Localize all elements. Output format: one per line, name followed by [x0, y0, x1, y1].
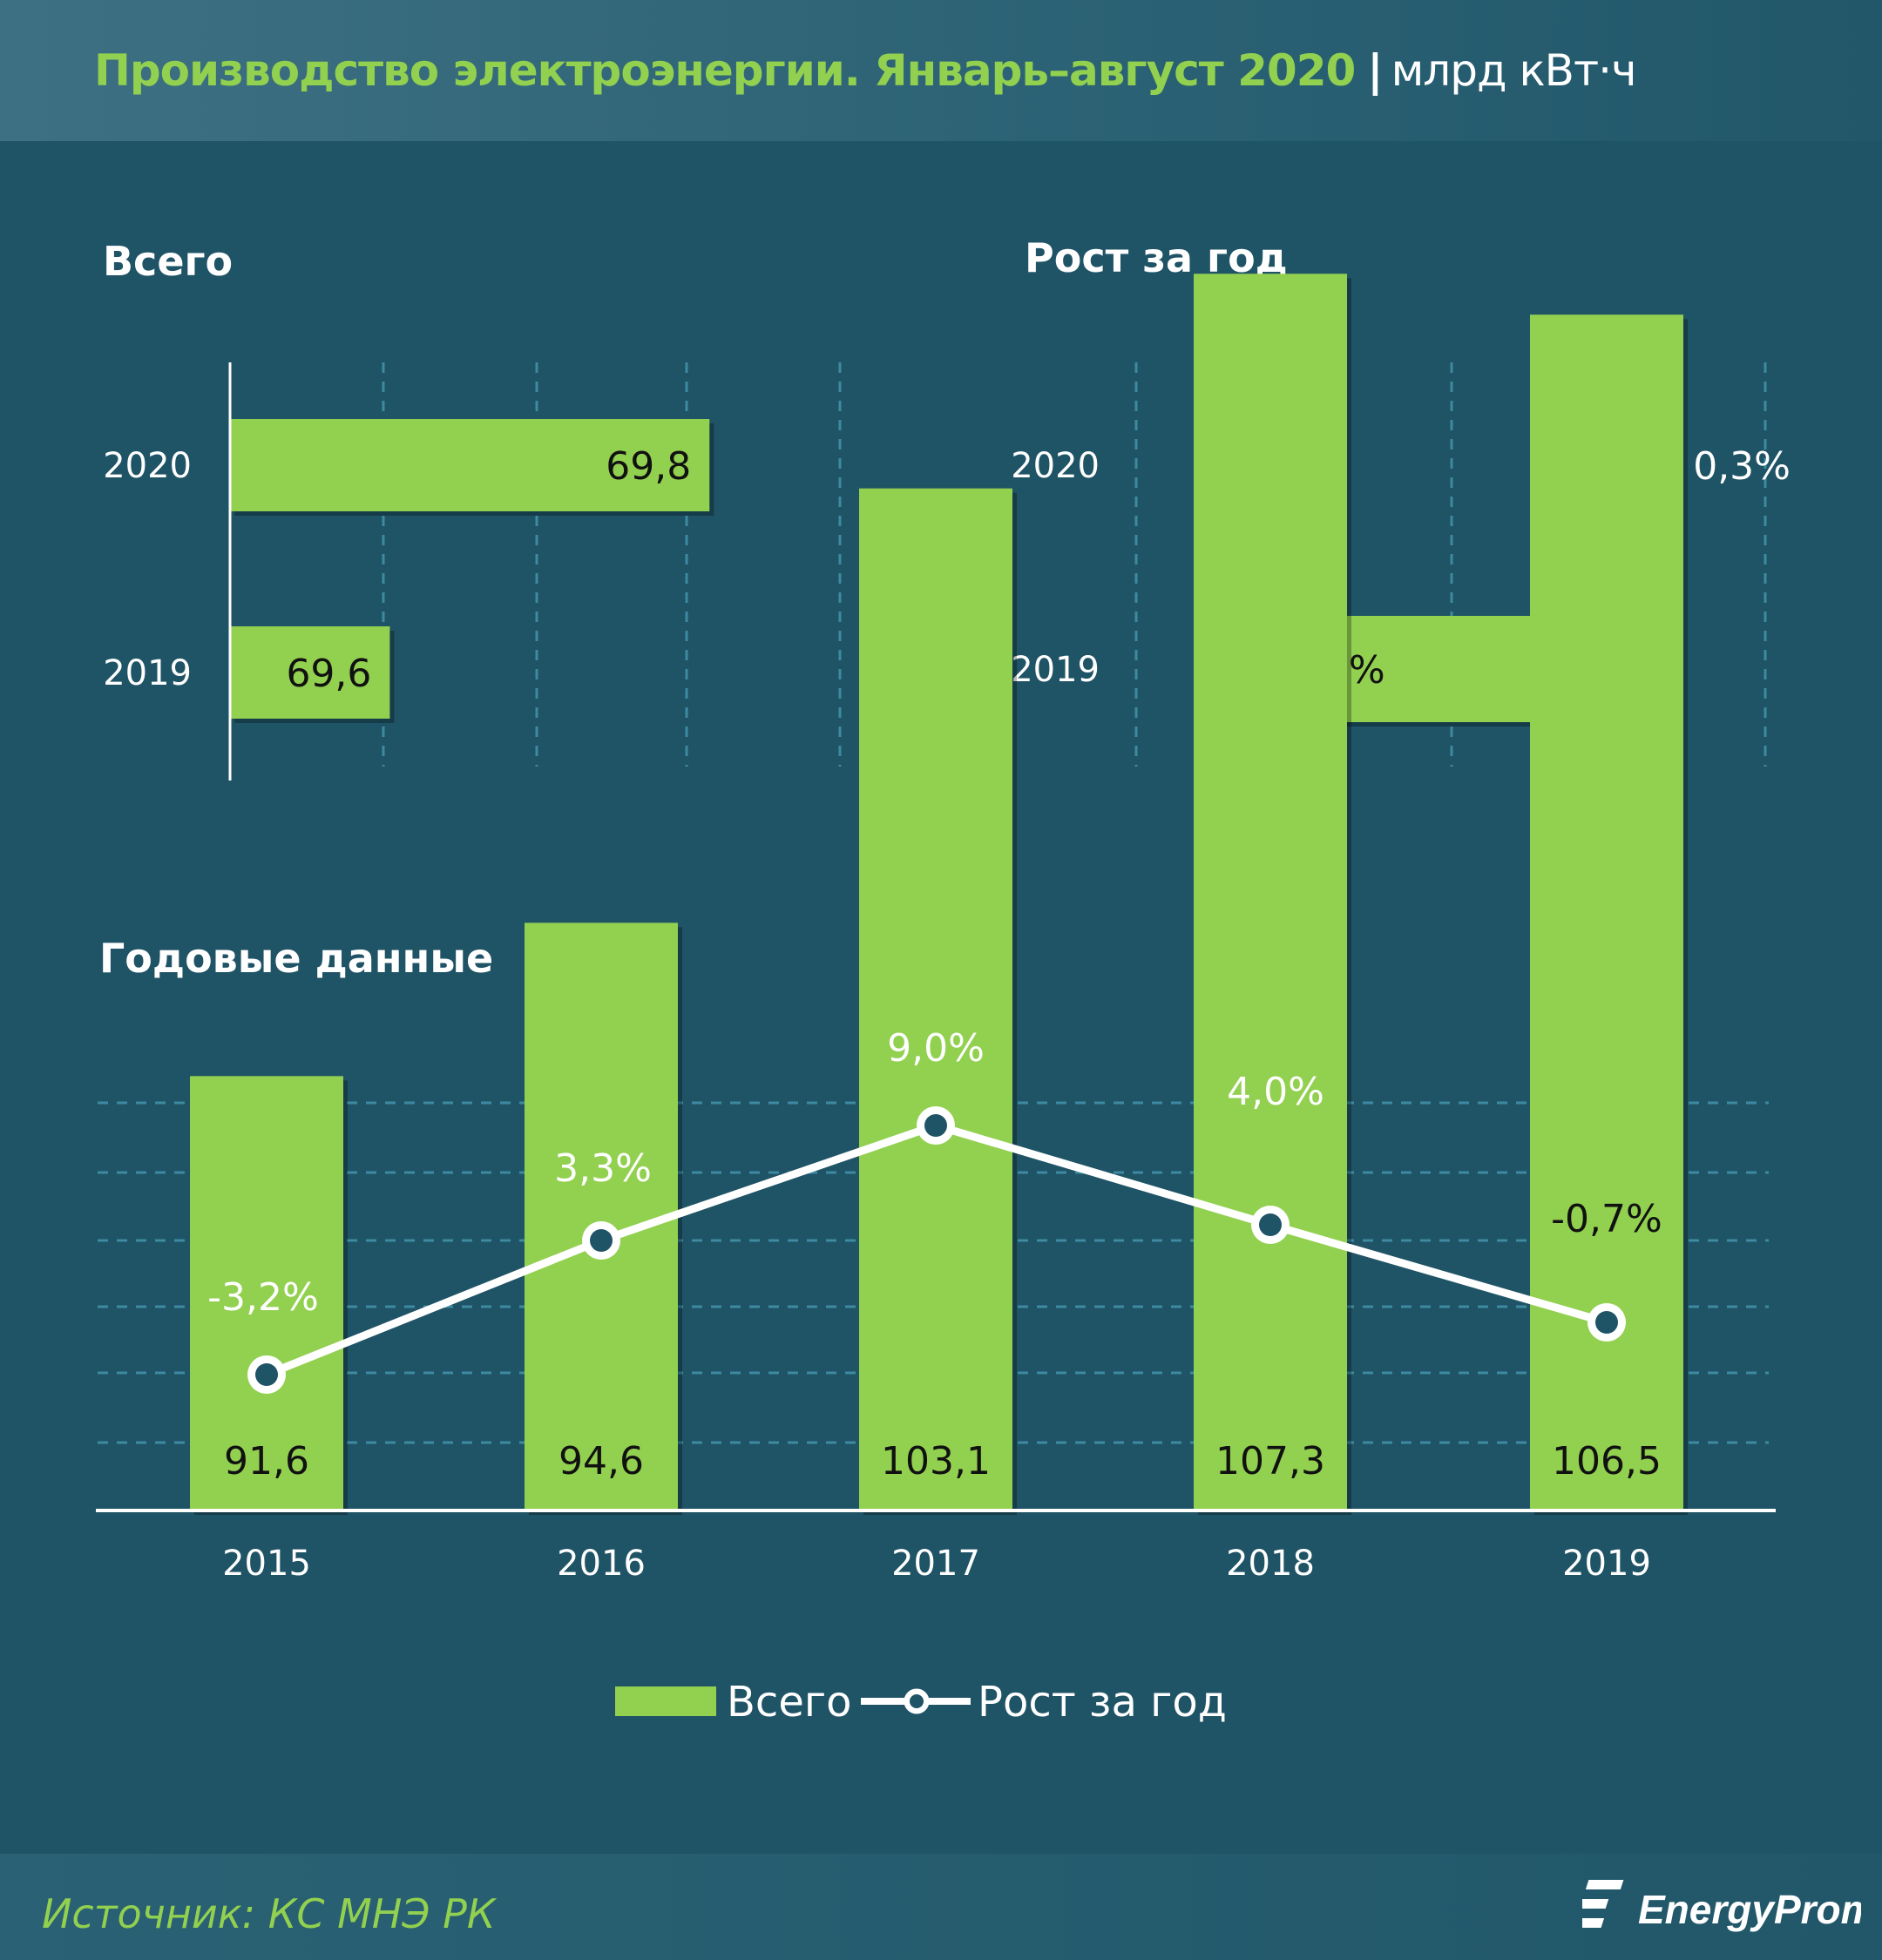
total-value-label: 69,6 [286, 652, 371, 696]
annual-growth-marker-inner [1595, 1311, 1618, 1334]
legend-swatch-total [615, 1686, 716, 1716]
header-band [0, 0, 1882, 141]
annual-category-label: 2018 [1226, 1544, 1315, 1584]
legend-label-growth: Рост за год [978, 1678, 1227, 1727]
annual-bar-2018 [1194, 274, 1347, 1511]
annual-growth-marker-inner [1259, 1213, 1282, 1236]
annual-bar-value-label: 106,5 [1552, 1439, 1662, 1484]
annual-chart: 91,6 2015 94,6 2016 103,1 2017 107,3 2018 106,5 2… [96, 274, 1776, 1584]
annual-bar-value-label: 107,3 [1215, 1439, 1325, 1484]
energyprom-logo: EnergyProm [1582, 1880, 1861, 1932]
logo-mark-icon [1582, 1880, 1624, 1928]
annual-chart-title: Годовые данные [99, 935, 493, 982]
title-separator: | [1367, 45, 1383, 96]
source-note: Источник: КС МНЭ РК [42, 1890, 496, 1937]
annual-growth-label: 4,0% [1227, 1070, 1324, 1114]
total-category-label: 2019 [103, 653, 192, 693]
annual-growth-marker-inner [255, 1363, 278, 1386]
annual-growth-marker-inner [590, 1229, 613, 1252]
legend-marker-growth-inner [910, 1694, 924, 1708]
annual-bar-2015 [190, 1076, 343, 1511]
growth-value-label: 0,3% [1693, 444, 1791, 489]
annual-bar-2017 [859, 488, 1012, 1511]
annual-growth-marker-inner [924, 1114, 947, 1137]
growth-category-label: 2019 [1011, 650, 1100, 690]
legend-label-total: Всего [727, 1678, 851, 1727]
annual-legend: Всего Рост за год [615, 1678, 1227, 1727]
title-unit: млрд кВт·ч [1391, 45, 1637, 96]
annual-category-label: 2019 [1562, 1544, 1651, 1584]
annual-growth-label: 3,3% [554, 1146, 652, 1191]
page-title: Производство электроэнергии. Январь–авгу… [94, 45, 1637, 96]
annual-bar-2016 [525, 923, 678, 1511]
annual-bar-value-label: 94,6 [559, 1439, 644, 1484]
annual-growth-label: -3,2% [207, 1275, 319, 1320]
annual-growth-label: 9,0% [887, 1026, 985, 1071]
footer-band [0, 1854, 1882, 1960]
annual-bar-value-label: 91,6 [224, 1439, 309, 1484]
annual-bar-value-label: 103,1 [881, 1439, 991, 1484]
total-chart: 69,8 2020 69,6 2019 [103, 362, 842, 781]
growth-category-label: 2020 [1011, 446, 1100, 486]
title-main: Производство электроэнергии. Январь–авгу… [94, 45, 1356, 96]
growth-chart-title: Рост за год [1025, 234, 1288, 281]
total-value-label: 69,8 [606, 444, 691, 489]
total-bar-2019 [230, 626, 390, 719]
total-bar-2020 [230, 419, 710, 511]
annual-category-label: 2017 [891, 1544, 980, 1584]
total-category-label: 2020 [103, 446, 192, 486]
annual-growth-label: -0,7% [1551, 1197, 1662, 1241]
charts-canvas: Всего Рост за год Годовые данные 69,8 202… [96, 234, 1791, 1727]
annual-category-label: 2016 [557, 1544, 646, 1584]
annual-category-label: 2015 [222, 1544, 311, 1584]
total-chart-title: Всего [103, 238, 233, 285]
logo-text: EnergyProm [1638, 1887, 1861, 1932]
